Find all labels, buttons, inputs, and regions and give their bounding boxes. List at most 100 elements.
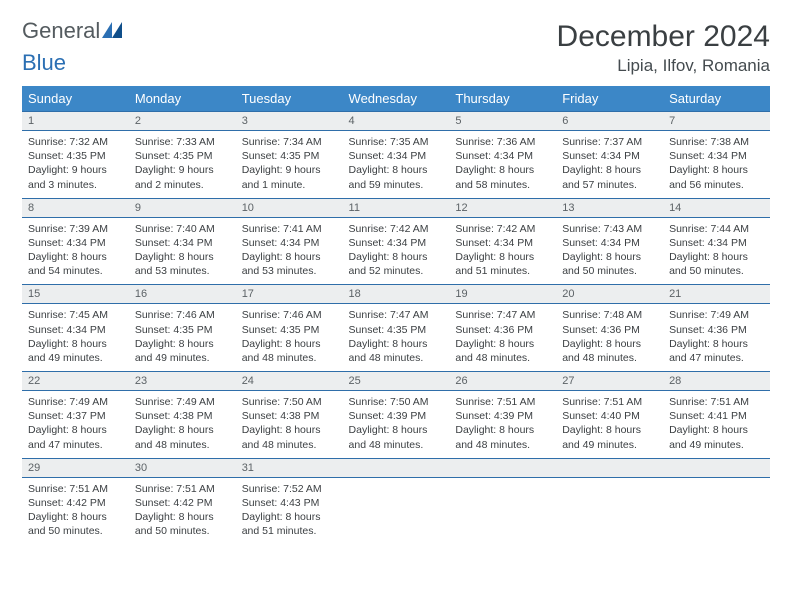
calendar-cell — [343, 458, 450, 545]
calendar-cell: 14Sunrise: 7:44 AMSunset: 4:34 PMDayligh… — [663, 198, 770, 285]
day-body: Sunrise: 7:37 AMSunset: 4:34 PMDaylight:… — [556, 131, 663, 198]
day-number: 25 — [343, 371, 450, 391]
weekday-header: Tuesday — [236, 86, 343, 111]
calendar-cell: 4Sunrise: 7:35 AMSunset: 4:34 PMDaylight… — [343, 111, 450, 198]
day-body: Sunrise: 7:39 AMSunset: 4:34 PMDaylight:… — [22, 218, 129, 285]
day-body: Sunrise: 7:46 AMSunset: 4:35 PMDaylight:… — [129, 304, 236, 371]
calendar-cell: 12Sunrise: 7:42 AMSunset: 4:34 PMDayligh… — [449, 198, 556, 285]
day-body: Sunrise: 7:50 AMSunset: 4:38 PMDaylight:… — [236, 391, 343, 458]
calendar-cell: 3Sunrise: 7:34 AMSunset: 4:35 PMDaylight… — [236, 111, 343, 198]
day-body: Sunrise: 7:47 AMSunset: 4:35 PMDaylight:… — [343, 304, 450, 371]
day-number: 21 — [663, 284, 770, 304]
calendar-cell: 31Sunrise: 7:52 AMSunset: 4:43 PMDayligh… — [236, 458, 343, 545]
day-body: Sunrise: 7:41 AMSunset: 4:34 PMDaylight:… — [236, 218, 343, 285]
day-number: 26 — [449, 371, 556, 391]
calendar-cell: 10Sunrise: 7:41 AMSunset: 4:34 PMDayligh… — [236, 198, 343, 285]
day-number: 30 — [129, 458, 236, 478]
calendar-row: 1Sunrise: 7:32 AMSunset: 4:35 PMDaylight… — [22, 111, 770, 198]
calendar-table: SundayMondayTuesdayWednesdayThursdayFrid… — [22, 86, 770, 544]
day-number-empty — [663, 458, 770, 478]
day-number: 28 — [663, 371, 770, 391]
day-body: Sunrise: 7:52 AMSunset: 4:43 PMDaylight:… — [236, 478, 343, 545]
day-number: 22 — [22, 371, 129, 391]
day-number: 2 — [129, 111, 236, 131]
day-number: 10 — [236, 198, 343, 218]
weekday-header: Friday — [556, 86, 663, 111]
day-body: Sunrise: 7:51 AMSunset: 4:40 PMDaylight:… — [556, 391, 663, 458]
weekday-header: Saturday — [663, 86, 770, 111]
weekday-row: SundayMondayTuesdayWednesdayThursdayFrid… — [22, 86, 770, 111]
day-body: Sunrise: 7:32 AMSunset: 4:35 PMDaylight:… — [22, 131, 129, 198]
calendar-row: 22Sunrise: 7:49 AMSunset: 4:37 PMDayligh… — [22, 371, 770, 458]
day-number-empty — [449, 458, 556, 478]
calendar-row: 29Sunrise: 7:51 AMSunset: 4:42 PMDayligh… — [22, 458, 770, 545]
calendar-cell: 22Sunrise: 7:49 AMSunset: 4:37 PMDayligh… — [22, 371, 129, 458]
day-number: 14 — [663, 198, 770, 218]
day-body: Sunrise: 7:40 AMSunset: 4:34 PMDaylight:… — [129, 218, 236, 285]
day-number: 7 — [663, 111, 770, 131]
calendar-cell: 29Sunrise: 7:51 AMSunset: 4:42 PMDayligh… — [22, 458, 129, 545]
day-body: Sunrise: 7:42 AMSunset: 4:34 PMDaylight:… — [449, 218, 556, 285]
calendar-cell: 2Sunrise: 7:33 AMSunset: 4:35 PMDaylight… — [129, 111, 236, 198]
calendar-cell — [449, 458, 556, 545]
day-number: 9 — [129, 198, 236, 218]
calendar-cell: 21Sunrise: 7:49 AMSunset: 4:36 PMDayligh… — [663, 284, 770, 371]
title-block: December 2024 Lipia, Ilfov, Romania — [557, 20, 770, 84]
calendar-cell: 19Sunrise: 7:47 AMSunset: 4:36 PMDayligh… — [449, 284, 556, 371]
calendar-head: SundayMondayTuesdayWednesdayThursdayFrid… — [22, 86, 770, 111]
month-title: December 2024 — [557, 20, 770, 54]
calendar-cell: 15Sunrise: 7:45 AMSunset: 4:34 PMDayligh… — [22, 284, 129, 371]
day-number: 6 — [556, 111, 663, 131]
day-number: 8 — [22, 198, 129, 218]
day-body: Sunrise: 7:45 AMSunset: 4:34 PMDaylight:… — [22, 304, 129, 371]
day-body: Sunrise: 7:35 AMSunset: 4:34 PMDaylight:… — [343, 131, 450, 198]
calendar-cell: 6Sunrise: 7:37 AMSunset: 4:34 PMDaylight… — [556, 111, 663, 198]
calendar-cell: 30Sunrise: 7:51 AMSunset: 4:42 PMDayligh… — [129, 458, 236, 545]
calendar-cell: 16Sunrise: 7:46 AMSunset: 4:35 PMDayligh… — [129, 284, 236, 371]
calendar-cell: 5Sunrise: 7:36 AMSunset: 4:34 PMDaylight… — [449, 111, 556, 198]
day-number: 16 — [129, 284, 236, 304]
calendar-cell: 8Sunrise: 7:39 AMSunset: 4:34 PMDaylight… — [22, 198, 129, 285]
weekday-header: Sunday — [22, 86, 129, 111]
day-number: 4 — [343, 111, 450, 131]
day-body: Sunrise: 7:42 AMSunset: 4:34 PMDaylight:… — [343, 218, 450, 285]
day-body: Sunrise: 7:43 AMSunset: 4:34 PMDaylight:… — [556, 218, 663, 285]
location-label: Lipia, Ilfov, Romania — [557, 56, 770, 76]
day-number: 19 — [449, 284, 556, 304]
day-number: 11 — [343, 198, 450, 218]
day-number: 1 — [22, 111, 129, 131]
weekday-header: Thursday — [449, 86, 556, 111]
day-body: Sunrise: 7:34 AMSunset: 4:35 PMDaylight:… — [236, 131, 343, 198]
day-body: Sunrise: 7:47 AMSunset: 4:36 PMDaylight:… — [449, 304, 556, 371]
day-body: Sunrise: 7:50 AMSunset: 4:39 PMDaylight:… — [343, 391, 450, 458]
day-body: Sunrise: 7:49 AMSunset: 4:37 PMDaylight:… — [22, 391, 129, 458]
calendar-cell — [556, 458, 663, 545]
calendar-cell — [663, 458, 770, 545]
day-body: Sunrise: 7:51 AMSunset: 4:39 PMDaylight:… — [449, 391, 556, 458]
day-number: 27 — [556, 371, 663, 391]
calendar-cell: 25Sunrise: 7:50 AMSunset: 4:39 PMDayligh… — [343, 371, 450, 458]
calendar-cell: 7Sunrise: 7:38 AMSunset: 4:34 PMDaylight… — [663, 111, 770, 198]
day-number: 23 — [129, 371, 236, 391]
calendar-cell: 9Sunrise: 7:40 AMSunset: 4:34 PMDaylight… — [129, 198, 236, 285]
calendar-cell: 23Sunrise: 7:49 AMSunset: 4:38 PMDayligh… — [129, 371, 236, 458]
calendar-cell: 28Sunrise: 7:51 AMSunset: 4:41 PMDayligh… — [663, 371, 770, 458]
day-body: Sunrise: 7:51 AMSunset: 4:42 PMDaylight:… — [129, 478, 236, 545]
day-number: 31 — [236, 458, 343, 478]
calendar-cell: 1Sunrise: 7:32 AMSunset: 4:35 PMDaylight… — [22, 111, 129, 198]
calendar-cell: 26Sunrise: 7:51 AMSunset: 4:39 PMDayligh… — [449, 371, 556, 458]
day-body: Sunrise: 7:36 AMSunset: 4:34 PMDaylight:… — [449, 131, 556, 198]
calendar-body: 1Sunrise: 7:32 AMSunset: 4:35 PMDaylight… — [22, 111, 770, 544]
day-body: Sunrise: 7:51 AMSunset: 4:41 PMDaylight:… — [663, 391, 770, 458]
day-body: Sunrise: 7:51 AMSunset: 4:42 PMDaylight:… — [22, 478, 129, 545]
day-body: Sunrise: 7:46 AMSunset: 4:35 PMDaylight:… — [236, 304, 343, 371]
calendar-cell: 24Sunrise: 7:50 AMSunset: 4:38 PMDayligh… — [236, 371, 343, 458]
day-body: Sunrise: 7:49 AMSunset: 4:36 PMDaylight:… — [663, 304, 770, 371]
calendar-row: 15Sunrise: 7:45 AMSunset: 4:34 PMDayligh… — [22, 284, 770, 371]
day-body: Sunrise: 7:48 AMSunset: 4:36 PMDaylight:… — [556, 304, 663, 371]
calendar-cell: 20Sunrise: 7:48 AMSunset: 4:36 PMDayligh… — [556, 284, 663, 371]
brand-mark-icon — [102, 20, 122, 42]
calendar-cell: 13Sunrise: 7:43 AMSunset: 4:34 PMDayligh… — [556, 198, 663, 285]
day-number: 20 — [556, 284, 663, 304]
calendar-cell: 17Sunrise: 7:46 AMSunset: 4:35 PMDayligh… — [236, 284, 343, 371]
